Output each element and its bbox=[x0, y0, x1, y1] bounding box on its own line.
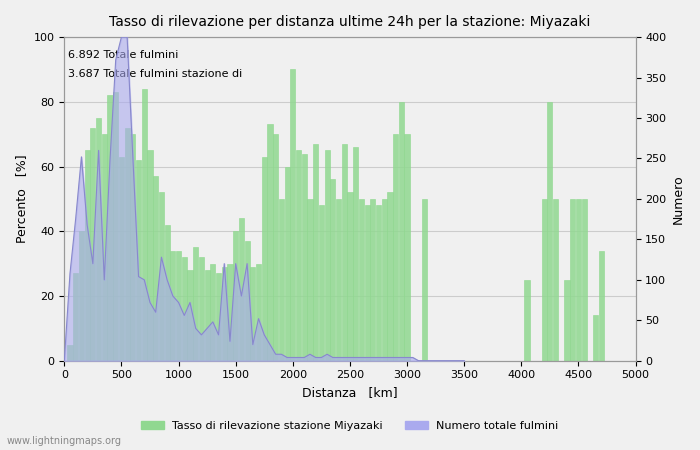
Bar bbox=[296, 150, 301, 361]
Bar bbox=[342, 144, 346, 361]
Title: Tasso di rilevazione per distanza ultime 24h per la stazione: Miyazaki: Tasso di rilevazione per distanza ultime… bbox=[109, 15, 591, 29]
Bar bbox=[182, 257, 187, 361]
Bar bbox=[73, 273, 78, 361]
Bar bbox=[239, 218, 244, 361]
Bar bbox=[393, 134, 398, 361]
Bar bbox=[216, 273, 221, 361]
Bar bbox=[164, 225, 169, 361]
Bar bbox=[228, 264, 232, 361]
Bar bbox=[170, 251, 176, 361]
Bar bbox=[199, 257, 204, 361]
Bar bbox=[564, 280, 570, 361]
Bar bbox=[267, 125, 272, 361]
Bar bbox=[279, 199, 284, 361]
Bar bbox=[250, 267, 255, 361]
Bar bbox=[188, 270, 193, 361]
Bar bbox=[193, 248, 198, 361]
Bar bbox=[96, 118, 101, 361]
Bar bbox=[262, 157, 267, 361]
Bar bbox=[176, 251, 181, 361]
Bar bbox=[210, 264, 216, 361]
Bar bbox=[330, 180, 335, 361]
Bar bbox=[376, 205, 381, 361]
Bar bbox=[421, 199, 427, 361]
Bar bbox=[119, 157, 124, 361]
Bar bbox=[107, 95, 113, 361]
Bar bbox=[244, 241, 250, 361]
Bar bbox=[136, 160, 141, 361]
Bar bbox=[553, 199, 558, 361]
Bar bbox=[370, 199, 375, 361]
Bar bbox=[576, 199, 581, 361]
Bar bbox=[353, 147, 358, 361]
Bar bbox=[325, 150, 330, 361]
Bar bbox=[153, 176, 158, 361]
Bar bbox=[382, 199, 387, 361]
Bar bbox=[387, 193, 393, 361]
Bar bbox=[336, 199, 341, 361]
X-axis label: Distanza   [km]: Distanza [km] bbox=[302, 386, 398, 399]
Bar bbox=[570, 199, 575, 361]
Bar bbox=[318, 205, 324, 361]
Bar bbox=[273, 134, 278, 361]
Bar bbox=[113, 92, 118, 361]
Bar bbox=[284, 166, 290, 361]
Text: www.lightningmaps.org: www.lightningmaps.org bbox=[7, 436, 122, 446]
Bar bbox=[302, 153, 307, 361]
Legend: Tasso di rilevazione stazione Miyazaki, Numero totale fulmini: Tasso di rilevazione stazione Miyazaki, … bbox=[137, 417, 563, 436]
Bar bbox=[524, 280, 530, 361]
Bar bbox=[204, 270, 210, 361]
Bar bbox=[102, 134, 107, 361]
Bar bbox=[313, 144, 319, 361]
Bar bbox=[347, 193, 353, 361]
Bar bbox=[359, 199, 364, 361]
Bar bbox=[399, 102, 404, 361]
Bar bbox=[125, 128, 130, 361]
Bar bbox=[582, 199, 587, 361]
Bar bbox=[598, 251, 604, 361]
Bar bbox=[233, 231, 238, 361]
Bar bbox=[593, 315, 598, 361]
Bar bbox=[307, 199, 312, 361]
Bar bbox=[365, 205, 370, 361]
Bar bbox=[85, 150, 90, 361]
Bar bbox=[542, 199, 547, 361]
Bar bbox=[405, 134, 409, 361]
Bar bbox=[256, 264, 261, 361]
Bar bbox=[130, 134, 135, 361]
Text: 3.687 Totale fulmini stazione di: 3.687 Totale fulmini stazione di bbox=[68, 69, 242, 80]
Y-axis label: Percento   [%]: Percento [%] bbox=[15, 155, 28, 243]
Bar bbox=[547, 102, 552, 361]
Bar bbox=[67, 345, 73, 361]
Bar bbox=[159, 193, 164, 361]
Bar bbox=[141, 89, 147, 361]
Bar bbox=[148, 150, 153, 361]
Bar bbox=[222, 267, 227, 361]
Text: 6.892 Totale fulmini: 6.892 Totale fulmini bbox=[68, 50, 178, 60]
Bar bbox=[79, 231, 84, 361]
Bar bbox=[290, 69, 295, 361]
Y-axis label: Numero: Numero bbox=[672, 174, 685, 224]
Bar bbox=[90, 128, 95, 361]
